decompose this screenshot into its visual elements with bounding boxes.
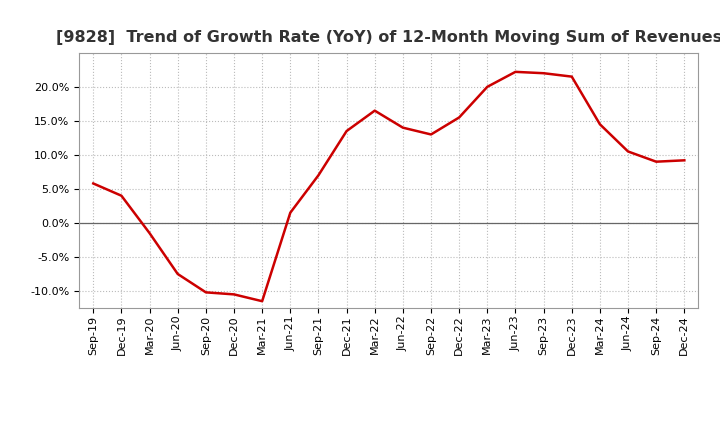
Title: [9828]  Trend of Growth Rate (YoY) of 12-Month Moving Sum of Revenues: [9828] Trend of Growth Rate (YoY) of 12-… — [55, 29, 720, 45]
